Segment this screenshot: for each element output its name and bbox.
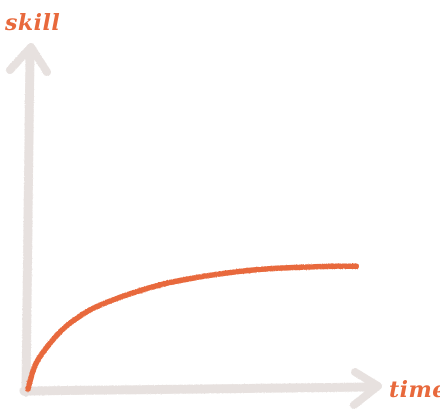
series-point-10 <box>264 266 270 272</box>
series-point-7 <box>162 281 168 287</box>
series-point-9 <box>230 269 236 275</box>
series-point-11 <box>299 264 305 270</box>
series-point-5 <box>93 304 99 310</box>
y-axis-label: skill <box>4 10 60 36</box>
series-points <box>25 263 359 392</box>
series-point-3 <box>59 327 65 333</box>
series-point-13 <box>353 263 359 269</box>
y-axis-line <box>21 47 35 397</box>
x-axis-label: time <box>389 377 440 403</box>
plot-area <box>25 263 360 392</box>
series-point-8 <box>196 274 202 280</box>
series-point-12 <box>333 263 339 269</box>
x-axis-arrowhead <box>350 368 382 409</box>
y-axis-arrowhead <box>6 43 51 76</box>
series-point-2 <box>42 347 48 352</box>
x-axis-line <box>19 382 378 396</box>
series-line <box>25 263 360 392</box>
series-point-6 <box>128 291 134 297</box>
axes <box>6 43 382 409</box>
series-point-4 <box>76 314 82 320</box>
series-point-0 <box>25 386 31 392</box>
series-point-1 <box>32 363 38 369</box>
